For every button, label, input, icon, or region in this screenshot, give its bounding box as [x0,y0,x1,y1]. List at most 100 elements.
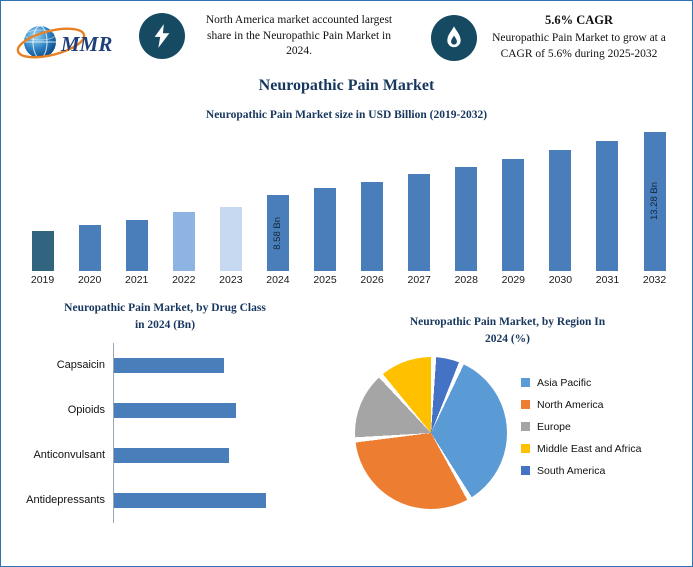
bar-column-2029 [490,129,537,271]
drug-bar-capsaicin [114,357,224,373]
callout-cagr: 5.6% CAGR Neuropathic Pain Market to gro… [431,13,671,62]
bar-column-2023 [207,129,254,271]
year-label-2024: 2024 [266,274,290,286]
drug-class-chart: Neuropathic Pain Market, by Drug Class i… [1,300,323,523]
region-legend: Asia Pacific North America Europe Middle Ea… [521,377,641,487]
annual-bar-chart: 8.58 Bn 13.28 Bn [19,129,678,271]
annual-chart-title: Neuropathic Pain Market size in USD Bill… [205,109,488,121]
region-pie-wrap: Asia Pacific North America Europe Middle Ea… [323,356,692,509]
bar-2030 [549,150,572,271]
year-label-2027: 2027 [407,274,431,286]
year-label-2025: 2025 [313,274,337,286]
bar-2031 [596,141,619,271]
legend-item-north-america: North America [521,399,641,411]
mmr-logo-graphic: MMR [16,25,112,59]
bar-2024: 8.58 Bn [266,195,289,271]
bar-2029 [502,159,525,271]
year-label-2028: 2028 [454,274,478,286]
year-label-2032: 2032 [642,274,667,286]
drug-row-opioids: Opioids [7,387,323,433]
bar-2020 [78,225,101,271]
legend-swatch [521,444,530,453]
bar-column-2027 [396,129,443,271]
drug-class-title-line2: in 2024 (Bn) [134,319,196,332]
lightning-icon-circle [139,13,185,60]
bar-column-2032: 13.28 Bn [631,129,678,271]
legend-label: Middle East and Africa [537,442,642,455]
callout-north-america-text: North America market accounted largest s… [205,14,393,58]
drug-bar-anticonvulsant [114,447,229,463]
legend-item-asia-pacific: Asia Pacific [521,377,641,389]
bar-column-2020 [66,129,113,271]
bar-value-label-2032: 13.28 Bn [649,182,661,221]
callout-north-america: North America market accounted largest s… [139,13,405,60]
bar-2025 [314,188,336,271]
drug-row-anticonvulsant: Anticonvulsant [7,432,323,478]
bar-column-2028 [443,129,490,271]
flame-icon-circle [431,14,477,61]
legend-swatch [521,400,530,409]
drug-class-title-line1: Neuropathic Pain Market, by Drug Class [64,302,266,314]
legend-label: North America [537,398,604,411]
mmr-logo: MMR [13,13,133,75]
drug-class-bars: Capsaicin Opioids Anticonvulsant Antidepres… [7,342,323,523]
legend-swatch [521,378,530,387]
bar-2023 [219,207,242,271]
drug-label: Capsaicin [56,359,105,371]
bar-2027 [408,174,431,271]
drug-class-chart-title: Neuropathic Pain Market, by Drug Class i… [7,300,323,335]
bar-column-2031 [584,129,631,271]
drug-bar-area [113,342,323,388]
legend-label: Europe [537,420,571,433]
drug-bar-area [113,477,323,523]
legend-item-europe: Europe [521,421,641,433]
region-pie-chart [355,356,507,509]
drug-row-antidepressants: Antidepressants [7,477,323,523]
year-label-2020: 2020 [77,274,102,286]
drug-bar-area [113,432,323,478]
legend-swatch [521,422,530,431]
annual-chart-x-axis: 2019 2020 2021 2022 2023 2024 2025 2026 2027 2028… [19,274,678,286]
legend-swatch [521,466,530,475]
bar-2032: 13.28 Bn [643,132,666,271]
drug-label: Opioids [67,404,105,416]
year-label-2031: 2031 [595,274,620,286]
lightning-bolt-icon [154,24,170,49]
cagr-block: 5.6% CAGR Neuropathic Pain Market to gro… [487,13,671,62]
bar-2026 [361,182,384,271]
year-label-2026: 2026 [360,274,384,286]
year-label-2022: 2022 [172,274,196,286]
bar-column-2025 [301,129,348,271]
year-label-2021: 2021 [125,274,149,286]
drug-row-capsaicin: Capsaicin [7,342,323,388]
drug-bar-area [113,387,323,433]
bar-2019 [31,231,54,271]
bar-column-2026 [349,129,396,271]
year-label-2029: 2029 [501,274,525,286]
drug-label: Anticonvulsant [33,449,105,461]
bar-column-2030 [537,129,584,271]
legend-label: Asia Pacific [537,376,592,389]
bar-2022 [172,212,195,271]
bar-2021 [125,220,148,271]
flame-droplet-icon [447,25,461,47]
legend-label: South America [537,464,606,477]
region-chart-title: Neuropathic Pain Market, by Region In 20… [323,314,692,349]
year-label-2019: 2019 [30,274,55,286]
drug-bar-opioids [114,402,236,418]
page-title: Neuropathic Pain Market [258,77,435,94]
cagr-text: Neuropathic Pain Market to grow at a CAG… [492,32,666,60]
legend-item-south-america: South America [521,465,641,477]
bar-value-label-2024: 8.58 Bn [272,216,284,250]
region-chart: Neuropathic Pain Market, by Region In 20… [323,300,692,523]
bar-column-2019 [19,129,66,271]
drug-bar-antidepressants [114,492,266,508]
mmr-logo-text: MMR [60,32,112,56]
region-title-line2: 2024 (%) [484,333,531,346]
year-label-2023: 2023 [219,274,243,286]
drug-label: Antidepressants [26,494,105,506]
year-label-2030: 2030 [548,274,573,286]
bottom-section: Neuropathic Pain Market, by Drug Class i… [1,300,692,523]
region-title-line1: Neuropathic Pain Market, by Region In [409,316,606,328]
